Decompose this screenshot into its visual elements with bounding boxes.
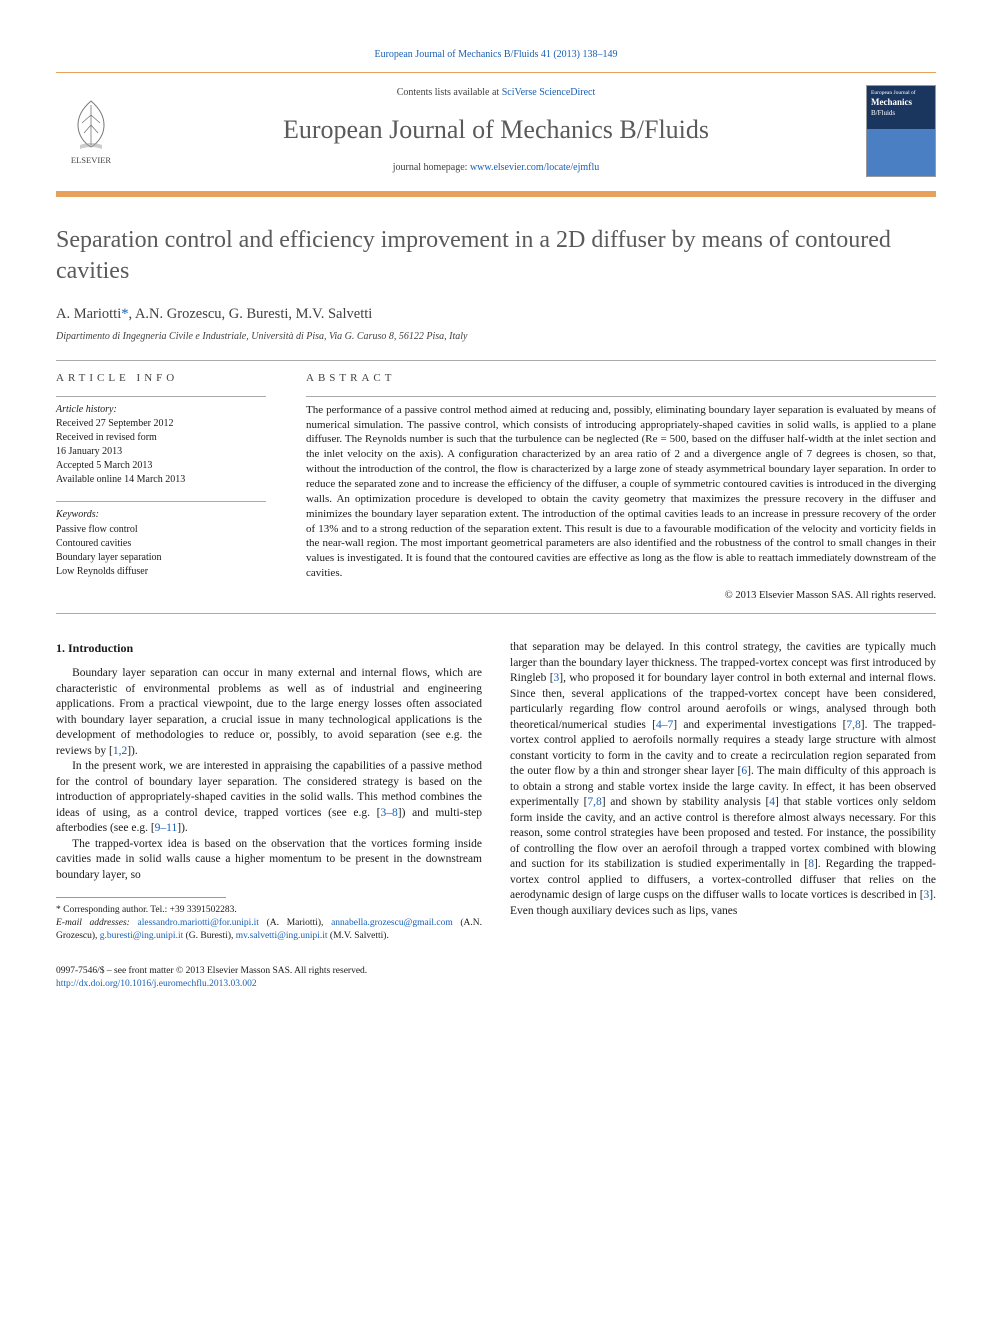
abstract-heading: abstract	[306, 371, 936, 386]
page-footer: 0997-7546/$ – see front matter © 2013 El…	[56, 965, 936, 991]
page-root: European Journal of Mechanics B/Fluids 4…	[0, 0, 992, 1039]
history-block: Article history: Received 27 September 2…	[56, 403, 266, 488]
ref-7-8b[interactable]: 7,8	[587, 796, 601, 808]
corr-asterisk: *	[121, 306, 128, 322]
kw3: Boundary layer separation	[56, 551, 266, 565]
email-n1: (A. Mariotti),	[259, 918, 323, 928]
info-divider-1	[56, 396, 266, 397]
ref-3-8[interactable]: 3–8	[380, 807, 397, 819]
corr-text: Corresponding author. Tel.: +39 33915022…	[63, 905, 237, 915]
article-title: Separation control and efficiency improv…	[56, 225, 936, 287]
body-p4: that separation may be delayed. In this …	[510, 640, 936, 919]
divider-orange-thick	[56, 191, 936, 197]
cover-sub-text: B/Fluids	[871, 109, 931, 118]
authors-line: A. Mariotti*, A.N. Grozescu, G. Buresti,…	[56, 305, 936, 325]
abstract-col: abstract The performance of a passive co…	[306, 371, 936, 603]
publisher-logo[interactable]: ELSEVIER	[56, 91, 126, 171]
email-4[interactable]: mv.salvetti@ing.unipi.it	[236, 931, 328, 941]
authors-rest: , A.N. Grozescu, G. Buresti, M.V. Salvet…	[129, 306, 373, 322]
history-online: Available online 14 March 2013	[56, 473, 266, 487]
ref-9-11[interactable]: 9–11	[155, 822, 178, 834]
history-received: Received 27 September 2012	[56, 417, 266, 431]
body-p1: Boundary layer separation can occur in m…	[56, 666, 482, 759]
citation-link[interactable]: European Journal of Mechanics B/Fluids 4…	[374, 49, 617, 60]
body-p1-end: ]).	[127, 745, 138, 757]
article-info-heading: article info	[56, 371, 266, 386]
corr-footnote: * Corresponding author. Tel.: +39 339150…	[56, 904, 482, 917]
body-p4c: ] and experimental investigations [	[673, 719, 846, 731]
elsevier-tree-icon	[64, 95, 118, 153]
ref-4-7[interactable]: 4–7	[656, 719, 673, 731]
article-info-col: article info Article history: Received 2…	[56, 371, 266, 603]
doi-link[interactable]: http://dx.doi.org/10.1016/j.euromechflu.…	[56, 979, 257, 989]
body-p2-end: ]).	[177, 822, 188, 834]
info-divider-2	[56, 501, 266, 502]
info-abstract-row: article info Article history: Received 2…	[56, 371, 936, 603]
keywords-block: Keywords: Passive flow control Contoured…	[56, 508, 266, 579]
kw4: Low Reynolds diffuser	[56, 565, 266, 579]
section-1-heading: 1. Introduction	[56, 640, 482, 656]
kw1: Passive flow control	[56, 523, 266, 537]
citation-line: European Journal of Mechanics B/Fluids 4…	[56, 48, 936, 62]
divider-top	[56, 72, 936, 73]
issn-line: 0997-7546/$ – see front matter © 2013 El…	[56, 965, 936, 978]
email-n4: (M.V. Salvetti).	[328, 931, 389, 941]
abstract-copyright: © 2013 Elsevier Masson SAS. All rights r…	[306, 589, 936, 603]
masthead-center: Contents lists available at SciVerse Sci…	[142, 86, 850, 174]
body-p1-text: Boundary layer separation can occur in m…	[56, 667, 482, 757]
kw2: Contoured cavities	[56, 537, 266, 551]
history-revised1: Received in revised form	[56, 431, 266, 445]
journal-title: European Journal of Mechanics B/Fluids	[142, 112, 850, 147]
email-n3: (G. Buresti),	[183, 931, 233, 941]
corresponding-mark-link[interactable]: *	[121, 306, 128, 322]
cover-top-text: European Journal of	[871, 90, 931, 97]
email-3[interactable]: g.buresti@ing.unipi.it	[100, 931, 183, 941]
homepage-link[interactable]: www.elsevier.com/locate/ejmflu	[470, 162, 599, 173]
ref-1-2[interactable]: 1,2	[113, 745, 127, 757]
body-p3: The trapped-vortex idea is based on the …	[56, 837, 482, 884]
keywords-label: Keywords:	[56, 508, 266, 522]
homepage-prefix: journal homepage:	[393, 162, 470, 173]
body-area: 1. Introduction Boundary layer separatio…	[56, 640, 936, 943]
divider-below-abstract	[56, 613, 936, 614]
body-two-column: 1. Introduction Boundary layer separatio…	[56, 640, 936, 943]
history-label: Article history:	[56, 403, 266, 417]
masthead: ELSEVIER Contents lists available at Sci…	[56, 77, 936, 185]
affiliation: Dipartimento di Ingegneria Civile e Indu…	[56, 330, 936, 344]
divider-above-info	[56, 360, 936, 361]
body-p2: In the present work, we are interested i…	[56, 759, 482, 837]
email-label: E-mail addresses:	[56, 918, 130, 928]
homepage-line: journal homepage: www.elsevier.com/locat…	[142, 161, 850, 175]
cover-title-text: Mechanics	[871, 98, 931, 108]
email-footnote: E-mail addresses: alessandro.mariotti@fo…	[56, 917, 482, 943]
footnote-divider	[56, 897, 226, 898]
sciencedirect-link[interactable]: SciVerse ScienceDirect	[502, 87, 596, 98]
contents-prefix: Contents lists available at	[397, 87, 502, 98]
email-2[interactable]: annabella.grozescu@gmail.com	[331, 918, 453, 928]
publisher-name: ELSEVIER	[71, 155, 111, 166]
abstract-divider	[306, 396, 936, 397]
body-p4f: ] and shown by stability analysis [	[602, 796, 770, 808]
footnotes: * Corresponding author. Tel.: +39 339150…	[56, 904, 482, 942]
history-revised2: 16 January 2013	[56, 445, 266, 459]
email-1[interactable]: alessandro.mariotti@for.unipi.it	[138, 918, 259, 928]
author-primary: A. Mariotti	[56, 306, 121, 322]
journal-cover-thumb[interactable]: European Journal of Mechanics B/Fluids	[866, 85, 936, 177]
contents-line: Contents lists available at SciVerse Sci…	[142, 86, 850, 100]
abstract-text: The performance of a passive control met…	[306, 403, 936, 581]
ref-7-8a[interactable]: 7,8	[846, 719, 860, 731]
history-accepted: Accepted 5 March 2013	[56, 459, 266, 473]
